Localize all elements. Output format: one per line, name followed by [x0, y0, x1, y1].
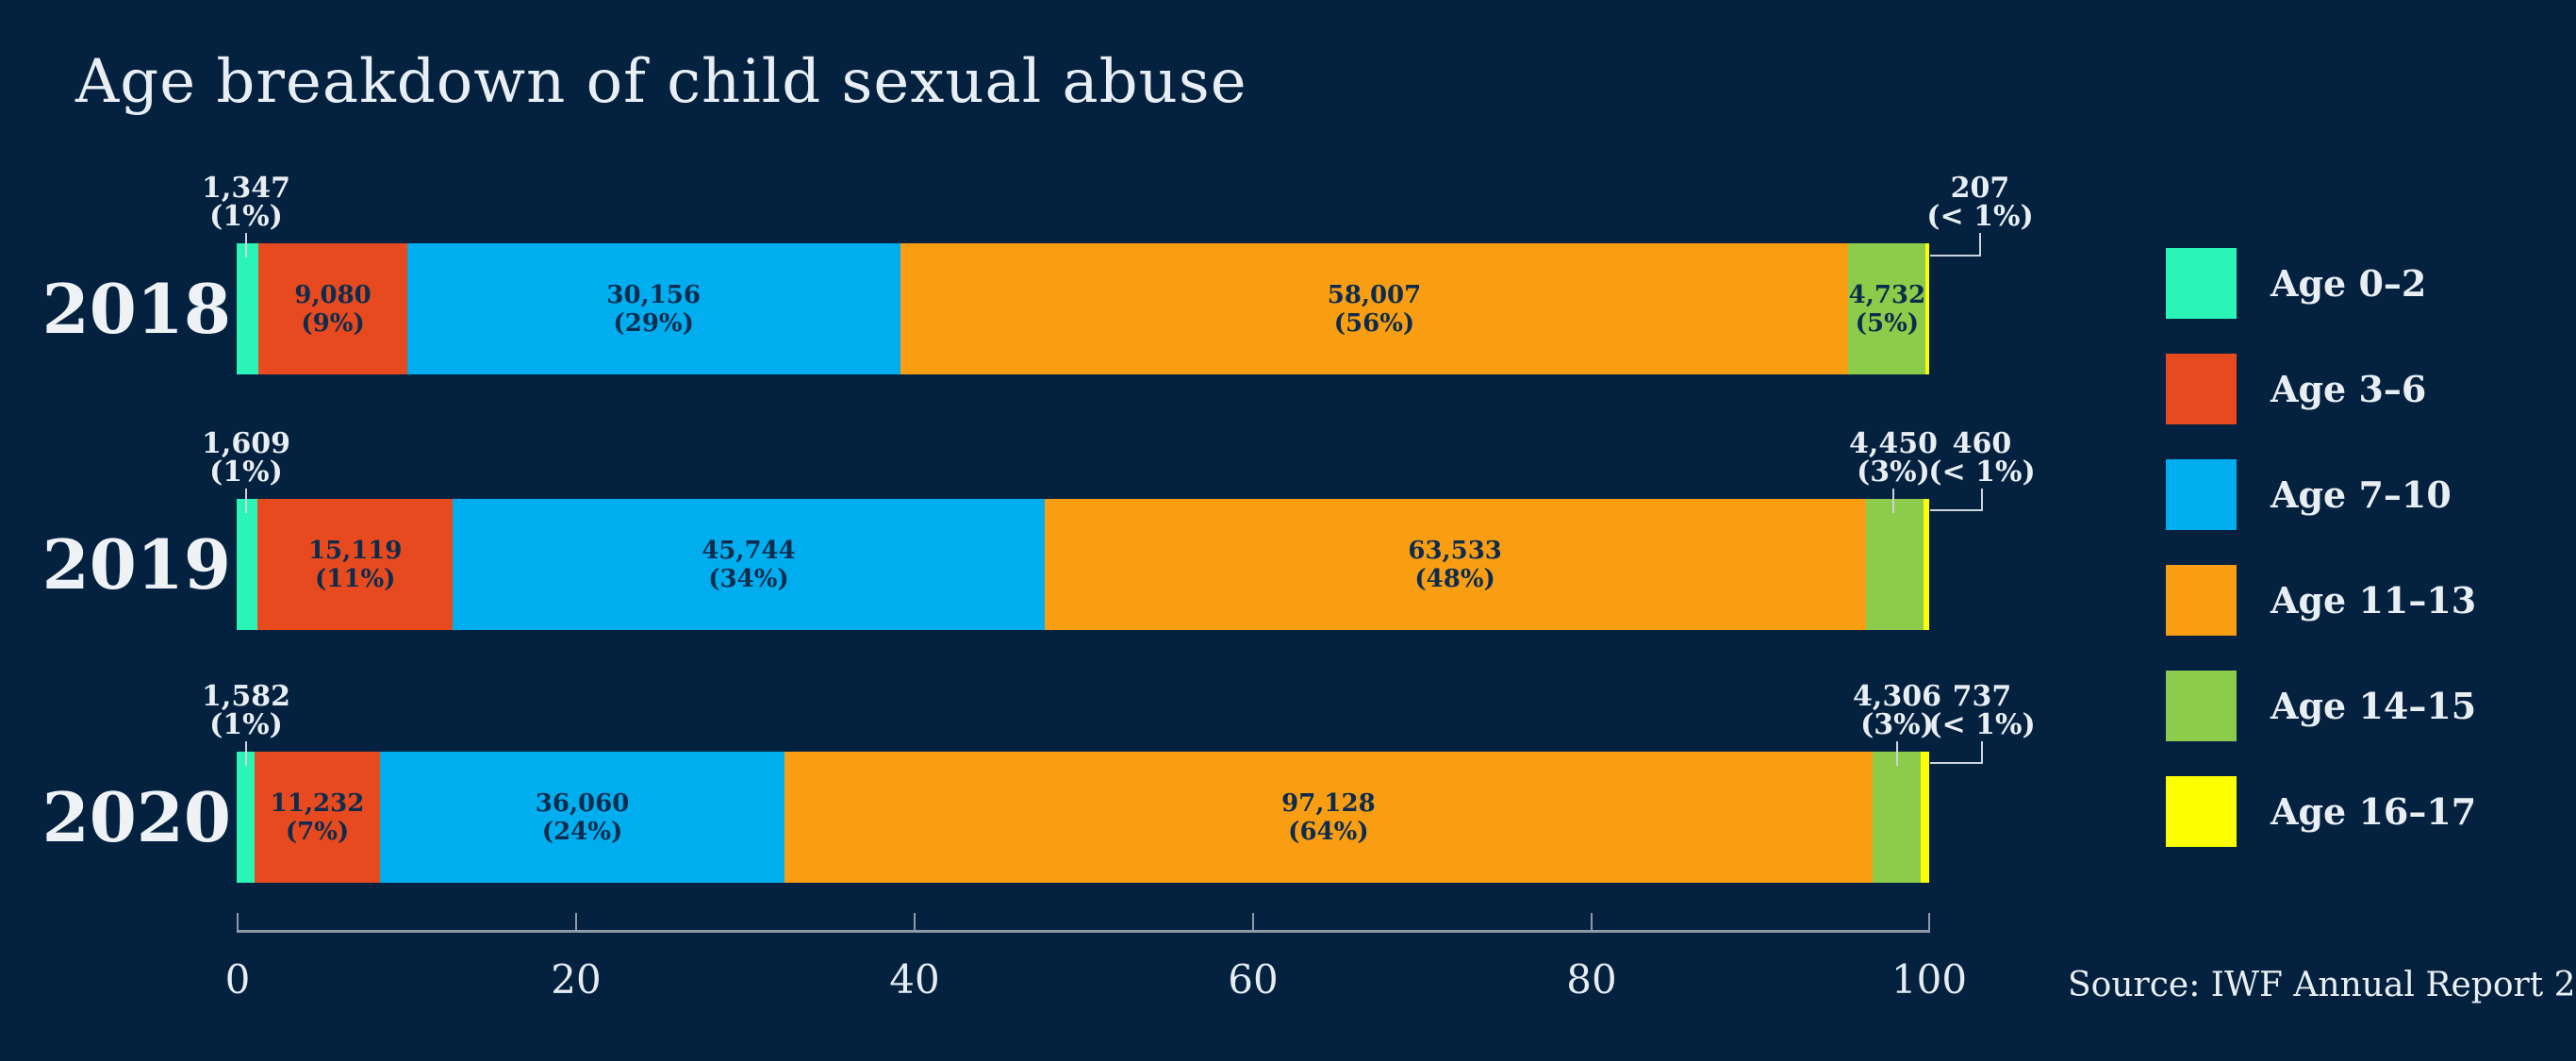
source-attribution: Source: IWF Annual Report 2020 — [2068, 966, 2576, 1004]
bar-2019-label-age-7-10: 45,744 (34%) — [702, 536, 796, 593]
bar-2019-segment-age-3-6[interactable] — [257, 499, 454, 630]
x-axis-label-40: 40 — [889, 956, 940, 1003]
legend-item-age-7-10[interactable]: Age 7–10 — [2166, 459, 2476, 530]
x-axis-tick-0 — [237, 913, 239, 931]
x-axis-label-80: 80 — [1566, 956, 1617, 1003]
legend-label-age-0-2: Age 0–2 — [2271, 262, 2427, 305]
bar-2018-segment-age-7-10[interactable] — [406, 243, 900, 374]
bar-2020-label-age-11-13: 97,128 (64%) — [1281, 788, 1376, 846]
callout-2020-age-0-2: 1,582 (1%) — [202, 680, 290, 741]
legend-label-age-16-17: Age 16–17 — [2271, 790, 2477, 833]
year-label-2019: 2019 — [41, 524, 231, 605]
bar-2018-label-age-3-6: 9,080 (9%) — [294, 280, 372, 338]
legend-swatch-age-14-15 — [2166, 671, 2237, 741]
callout-2019-age-16-17: 460 (< 1%) — [1928, 427, 2036, 489]
year-label-2018: 2018 — [41, 269, 231, 349]
legend-swatch-age-11-13 — [2166, 565, 2237, 636]
callout-2019-age-14-15: 4,450 (3%) — [1849, 427, 1938, 489]
legend-swatch-age-3-6 — [2166, 354, 2237, 424]
legend-label-age-7-10: Age 7–10 — [2271, 473, 2452, 516]
x-axis-label-20: 20 — [551, 956, 602, 1003]
bar-2018-label-age-7-10: 30,156 (29%) — [606, 280, 701, 338]
x-axis-tick-40 — [914, 913, 916, 931]
callout-2019-age-0-2: 1,609 (1%) — [202, 427, 290, 489]
bar-2018-segment-age-0-2[interactable] — [237, 243, 259, 374]
bar-2018: 9,080 (9%) 30,156 (29%) 58,007 (56%) 4,732(… — [237, 243, 1929, 374]
bar-2019-segment-age-7-10[interactable] — [453, 499, 1045, 630]
callout-connector-line — [245, 233, 247, 257]
callout-2018-age-0-2: 1,347 (1%) — [202, 172, 290, 233]
legend-label-age-3-6: Age 3–6 — [2271, 368, 2427, 410]
x-axis-line — [237, 930, 1930, 933]
x-axis-tick-100 — [1928, 913, 1930, 931]
callout-2018-age-16-17: 207 (< 1%) — [1926, 172, 2034, 233]
callout-connector-line — [1981, 489, 1983, 511]
legend-item-age-16-17[interactable]: Age 16–17 — [2166, 776, 2476, 847]
x-axis-tick-60 — [1252, 913, 1254, 931]
callout-connector-line — [1930, 762, 1983, 764]
bar-2019-segment-age-0-2[interactable] — [237, 499, 258, 630]
legend-swatch-age-16-17 — [2166, 776, 2237, 847]
bar-2019: 15,119 (11%) 45,744 (34%) 63,533 (48%) — [237, 499, 1929, 630]
callout-connector-line — [1896, 741, 1898, 766]
year-label-2020: 2020 — [41, 777, 231, 857]
bar-2019-label-age-3-6: 15,119 (11%) — [307, 536, 403, 593]
legend-item-age-11-13[interactable]: Age 11–13 — [2166, 565, 2476, 636]
legend-item-age-0-2[interactable]: Age 0–2 — [2166, 248, 2476, 319]
x-axis-label-60: 60 — [1228, 956, 1279, 1003]
legend-item-age-14-15[interactable]: Age 14–15 — [2166, 671, 2476, 741]
bar-2018-segment-age-11-13[interactable] — [900, 243, 1849, 374]
bar-2019-label-age-11-13: 63,533 (48%) — [1408, 536, 1502, 593]
bar-2019-segment-age-11-13[interactable] — [1044, 499, 1866, 630]
legend-swatch-age-7-10 — [2166, 459, 2237, 530]
bar-2020-label-age-3-6: 11,232 (7%) — [270, 788, 365, 846]
callout-connector-line — [245, 741, 247, 766]
legend-swatch-age-0-2 — [2166, 248, 2237, 319]
bar-2020-label-age-7-10: 36,060 (24%) — [535, 788, 630, 846]
bar-2020-segment-age-11-13[interactable] — [784, 752, 1874, 883]
x-axis-label-100: 100 — [1891, 956, 1968, 1003]
bar-2018-segment-age-16-17[interactable] — [1925, 243, 1929, 374]
callout-connector-line — [1979, 233, 1981, 257]
callout-2020-age-14-15: 4,306 (3%) — [1853, 680, 1941, 741]
callout-connector-line — [1930, 255, 1981, 257]
x-axis-label-0: 0 — [224, 956, 251, 1003]
legend-label-age-11-13: Age 11–13 — [2271, 579, 2477, 622]
legend-item-age-3-6[interactable]: Age 3–6 — [2166, 354, 2476, 424]
bar-2020-segment-age-14-15[interactable] — [1873, 752, 1922, 883]
callout-2020-age-16-17: 737 (< 1%) — [1928, 680, 2036, 741]
bar-2020: 11,232 (7%) 36,060 (24%) 97,128 (64%) — [237, 752, 1929, 883]
bar-2018-segment-age-14-15[interactable] — [1848, 243, 1926, 374]
callout-connector-line — [1892, 489, 1894, 513]
callout-connector-line — [1981, 741, 1983, 764]
bar-2020-segment-age-16-17[interactable] — [1921, 752, 1929, 883]
bar-2018-label-age-14-15: 4,732 (5%) — [1848, 280, 1926, 338]
x-axis-tick-20 — [575, 913, 577, 931]
bar-2020-segment-age-3-6[interactable] — [254, 752, 381, 883]
bar-2020-segment-age-0-2[interactable] — [237, 752, 255, 883]
chart-title: Age breakdown of child sexual abuse — [75, 47, 1247, 117]
callout-connector-line — [1930, 509, 1983, 511]
x-axis-tick-80 — [1591, 913, 1593, 931]
bar-2018-segment-age-3-6[interactable] — [258, 243, 407, 374]
bar-2019-segment-age-14-15[interactable] — [1865, 499, 1924, 630]
callout-connector-line — [245, 489, 247, 513]
legend: Age 0–2 Age 3–6 Age 7–10 Age 11–13 Age 1… — [2166, 248, 2476, 847]
bar-2018-label-age-11-13: 58,007 (56%) — [1327, 280, 1422, 338]
bar-2020-segment-age-7-10[interactable] — [380, 752, 784, 883]
bar-2019-segment-age-16-17[interactable] — [1923, 499, 1929, 630]
legend-label-age-14-15: Age 14–15 — [2271, 685, 2477, 727]
